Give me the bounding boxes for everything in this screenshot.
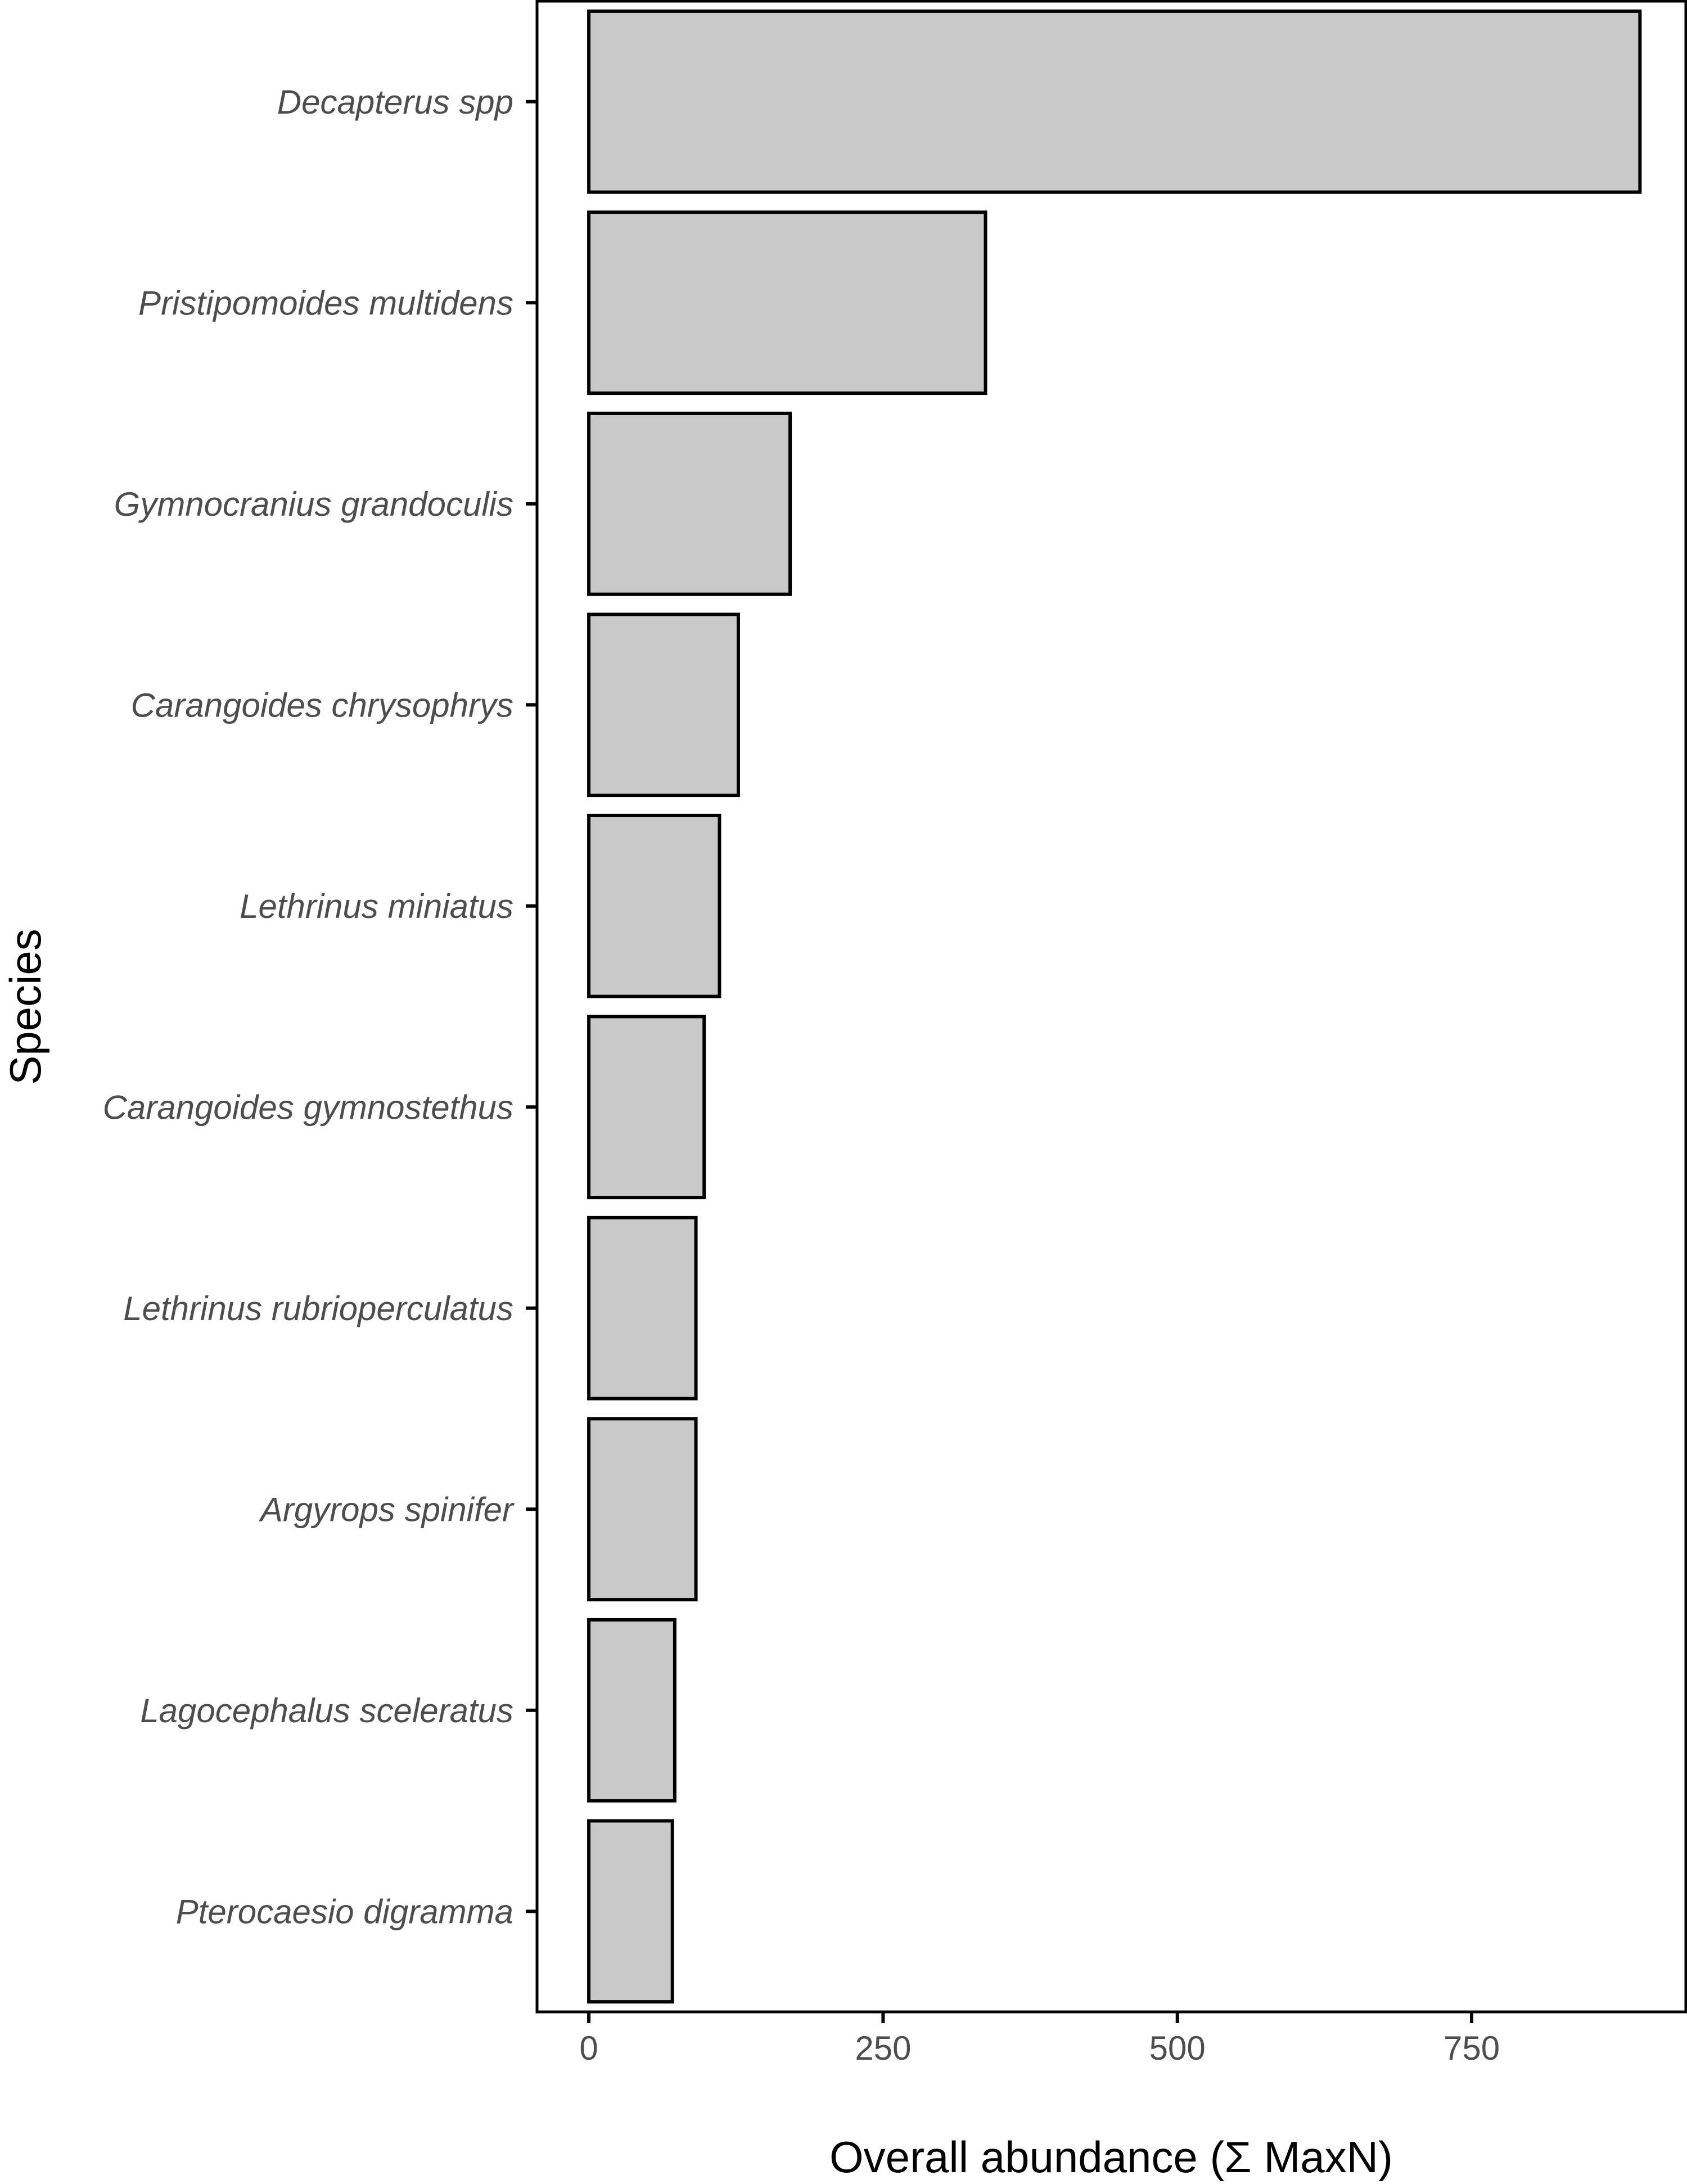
- x-tick-label: 250: [855, 2029, 911, 2067]
- y-tick-label: Pristipomoides multidens: [138, 284, 513, 322]
- y-tick-label: Carangoides chrysophrys: [131, 686, 513, 724]
- y-tick-label: Carangoides gymnostethus: [103, 1088, 513, 1126]
- x-tick-label: 500: [1149, 2029, 1206, 2067]
- bar-argyrops-spinifer: [587, 1417, 698, 1602]
- x-axis-ticks: 0 250 500 750: [579, 2012, 1500, 2067]
- bar-lethrinus-miniatus: [587, 813, 721, 998]
- x-axis-title: Overall abundance (Σ MaxN): [829, 2132, 1393, 2182]
- bar-carangoides-chrysophrys: [587, 613, 740, 798]
- x-tick-label: 0: [579, 2029, 598, 2067]
- y-axis-ticks: Decapterus spp Pristipomoides multidens Gy…: [103, 83, 537, 1930]
- x-tick-label: 750: [1444, 2029, 1500, 2067]
- bar-lethrinus-rubrioperculatus: [587, 1215, 698, 1401]
- y-tick-label: Lethrinus miniatus: [240, 888, 513, 925]
- y-tick-label: Lagocephalus sceleratus: [140, 1692, 513, 1730]
- bar-lagocephalus-sceleratus: [587, 1618, 676, 1803]
- y-tick-label: Lethrinus rubrioperculatus: [123, 1290, 513, 1327]
- bar-pterocaesio-digramma: [587, 1819, 674, 2004]
- bar-pristipomoides-multidens: [587, 210, 987, 395]
- y-tick-label: Gymnocranius grandoculis: [114, 485, 513, 523]
- bar-gymnocranius-grandoculis: [587, 411, 792, 596]
- y-axis-title: Species: [1, 929, 50, 1085]
- y-tick-label: Argyrops spinifer: [259, 1490, 515, 1528]
- y-tick-label: Decapterus spp: [277, 83, 513, 121]
- bars-group: [587, 9, 1642, 2004]
- bar-carangoides-gymnostethus: [587, 1015, 706, 1200]
- bar-decapterus-spp: [587, 9, 1642, 194]
- y-tick-label: Pterocaesio digramma: [176, 1893, 513, 1930]
